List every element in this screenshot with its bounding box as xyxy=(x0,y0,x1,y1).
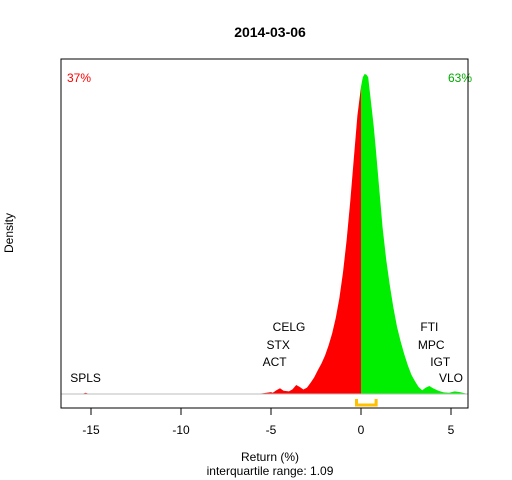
negative-density-area xyxy=(65,86,362,395)
negative-share-label: 37% xyxy=(67,71,91,85)
ticker-label-igt: IGT xyxy=(430,355,451,369)
x-axis: -15 -10 -5 0 5 xyxy=(82,408,455,437)
plot-frame xyxy=(60,58,469,409)
ticker-label-stx: STX xyxy=(267,338,290,352)
ticker-label-celg: CELG xyxy=(273,320,306,334)
y-axis-label: Density xyxy=(2,213,16,253)
ticker-label-mpc: MPC xyxy=(418,338,445,352)
positive-share-label: 63% xyxy=(448,71,472,85)
x-tick-label: -5 xyxy=(266,423,277,437)
x-axis-label: Return (%) xyxy=(241,450,299,464)
chart-title: 2014-03-06 xyxy=(234,24,306,40)
x-tick-label: -10 xyxy=(172,423,190,437)
iqr-subtitle: interquartile range: 1.09 xyxy=(207,464,334,478)
x-tick-label: 0 xyxy=(358,423,365,437)
iqr-bracket xyxy=(355,399,378,407)
x-tick-label: 5 xyxy=(448,423,455,437)
ticker-label-vlo: VLO xyxy=(439,371,463,385)
ticker-label-act: ACT xyxy=(263,355,288,369)
ticker-label-spls: SPLS xyxy=(70,371,101,385)
positive-density-area xyxy=(361,74,469,394)
plot-area: SPLS CELG STX ACT FTI MPC IGT VLO xyxy=(61,74,469,407)
ticker-label-fti: FTI xyxy=(420,320,438,334)
x-tick-label: -15 xyxy=(82,423,100,437)
